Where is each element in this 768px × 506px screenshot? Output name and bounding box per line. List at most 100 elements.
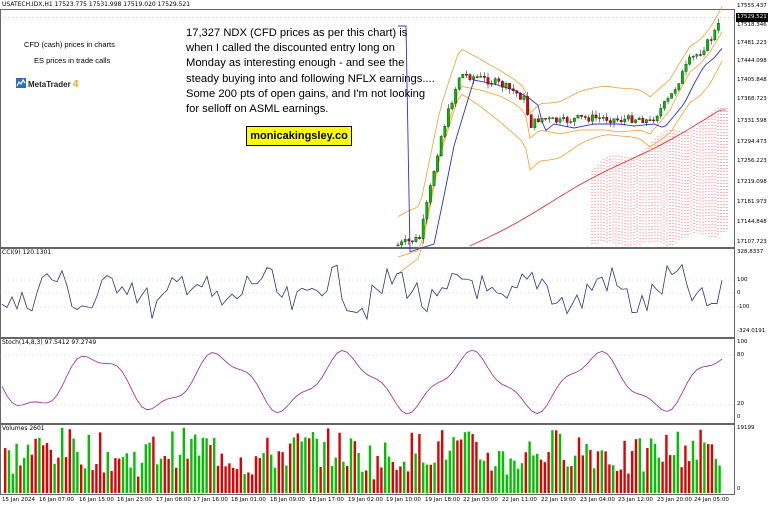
volume-bar <box>182 427 185 493</box>
volume-bar <box>311 432 315 493</box>
volume-bar <box>106 451 109 493</box>
volume-bar <box>653 443 657 493</box>
volume-bar <box>45 443 49 493</box>
candle-body <box>486 77 490 85</box>
panel-frame-3 <box>0 424 735 495</box>
volume-bar <box>475 441 478 493</box>
axis-label: 100 <box>737 339 748 345</box>
volumes-label: Volumes 2601 <box>2 425 45 432</box>
volume-bar <box>228 463 231 493</box>
volume-bar <box>372 479 375 493</box>
axis-label: 17219.098 <box>737 179 767 185</box>
volume-bar <box>76 451 79 493</box>
volume-bar <box>619 469 622 493</box>
volume-bar <box>251 474 254 493</box>
volume-bar <box>684 445 687 493</box>
volume-bar <box>273 467 277 493</box>
candle-body <box>587 117 591 122</box>
volume-bar <box>121 457 125 493</box>
axis-label: 0 <box>737 486 741 492</box>
volume-bar <box>574 455 577 493</box>
volume-bar <box>7 450 11 493</box>
volume-bar <box>399 466 402 493</box>
volume-bar <box>577 437 581 493</box>
volume-bar <box>524 452 527 493</box>
axis-label: 0 <box>737 414 741 420</box>
volume-bar <box>129 467 132 493</box>
volume-bar <box>414 453 417 493</box>
volume-bar <box>308 438 311 493</box>
time-label: 17 Jan 16:00 <box>193 497 228 503</box>
axis-label: 0 <box>737 290 741 296</box>
candle-body <box>709 39 713 41</box>
candle-body <box>562 117 565 120</box>
time-label: 17 Jan 08:00 <box>156 497 191 503</box>
volume-bar <box>433 462 436 493</box>
volume-bar <box>23 457 26 493</box>
candle-body <box>447 108 450 127</box>
axis-label: 17444.098 <box>737 58 767 64</box>
volume-bar <box>448 450 451 493</box>
candle-body <box>472 76 475 80</box>
volume-bar <box>247 472 250 493</box>
axis-label: 17368.723 <box>737 96 767 102</box>
volume-bar <box>38 437 41 493</box>
time-label: 15 Jan 2024 <box>2 497 35 503</box>
candle-body <box>627 115 630 120</box>
current-price-tag: 17529.521 <box>736 13 768 22</box>
volume-bar <box>68 429 71 493</box>
time-label: 22 Jan 19:00 <box>541 497 576 503</box>
candle-body <box>565 117 569 123</box>
volume-bar <box>482 460 486 493</box>
candle-body <box>695 54 699 57</box>
volume-bar <box>148 442 151 493</box>
volume-bar <box>11 473 14 493</box>
axis-label: 100 <box>737 277 748 283</box>
volume-bar <box>380 467 383 493</box>
candle-body <box>691 56 695 58</box>
volume-bar <box>239 457 242 493</box>
volume-bar <box>319 466 322 493</box>
volume-bar <box>91 470 94 493</box>
volume-bar <box>144 444 147 493</box>
volume-bar <box>72 438 75 493</box>
candle-body <box>497 78 501 82</box>
candle-body <box>519 93 522 100</box>
candle-body <box>659 108 663 117</box>
candle-body <box>713 30 717 40</box>
volume-bar <box>323 441 326 493</box>
volume-bar <box>304 437 307 493</box>
volume-bar <box>178 454 182 493</box>
volume-bar <box>441 430 444 493</box>
volume-bar <box>650 438 653 493</box>
volume-bar <box>391 461 394 493</box>
candle-body <box>576 114 580 119</box>
band-upper <box>397 6 723 217</box>
time-label: 23 Jan 04:00 <box>580 497 615 503</box>
volume-bar <box>277 451 280 493</box>
candle-body <box>526 96 529 115</box>
candle-body <box>533 118 537 128</box>
volume-bar <box>596 451 600 493</box>
axis-label: 17331.598 <box>737 118 767 124</box>
axis-label: 17294.473 <box>737 139 767 145</box>
axis-label: 17144.848 <box>737 219 767 225</box>
volume-bar <box>110 471 113 493</box>
volume-bar <box>201 437 204 493</box>
candle-body <box>443 126 447 137</box>
volume-bar <box>387 456 391 493</box>
volume-bar <box>593 468 596 493</box>
time-label: 23 Jan 20:00 <box>657 497 692 503</box>
time-label: 18 Jan 09:00 <box>270 497 305 503</box>
volume-bar <box>680 467 683 493</box>
volume-bar <box>669 455 672 493</box>
volume-bar <box>292 437 296 493</box>
volume-bar <box>296 433 299 493</box>
volume-bar <box>714 459 717 493</box>
volume-bar <box>163 455 166 493</box>
volume-bar <box>604 451 607 493</box>
volume-bar <box>289 443 292 493</box>
volume-bar <box>243 474 246 493</box>
